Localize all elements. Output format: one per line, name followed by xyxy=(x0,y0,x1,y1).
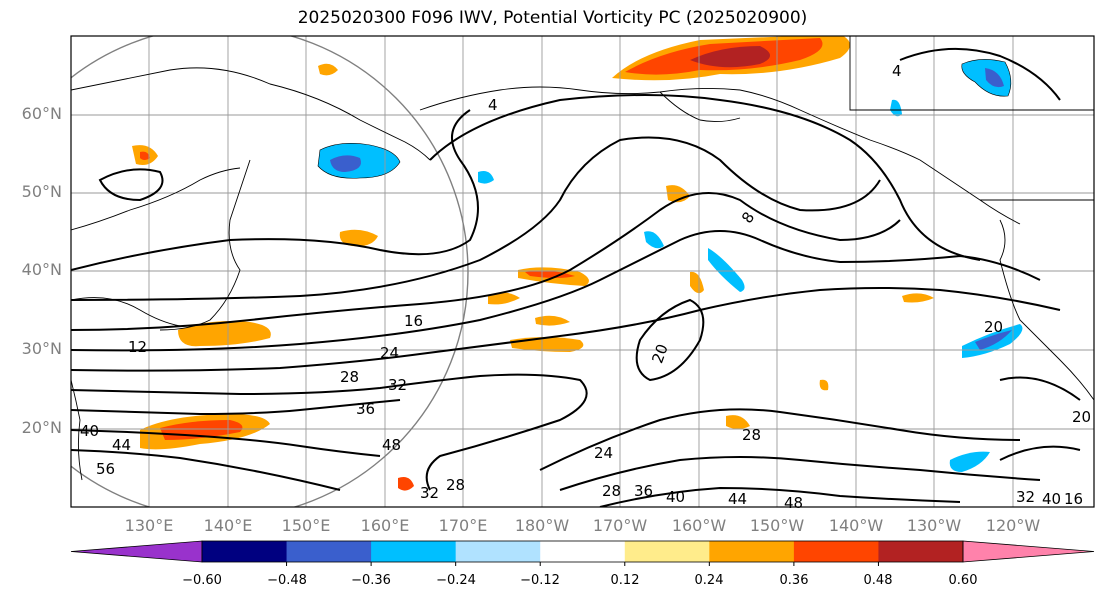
lon-label: 160°W xyxy=(671,516,727,535)
colorbar-tick-label: 0.60 xyxy=(948,573,978,588)
contour-label: 16 xyxy=(1064,490,1083,508)
contour-label: 40 xyxy=(1042,490,1061,508)
contour-label: 32 xyxy=(388,376,407,394)
contour-label: 48 xyxy=(784,494,803,512)
colorbar-tick-label: −0.24 xyxy=(436,573,476,588)
lon-label: 130°W xyxy=(906,516,962,535)
map-frame xyxy=(70,35,1095,508)
lat-label: 30°N xyxy=(21,339,62,358)
lon-label: 180°W xyxy=(514,516,570,535)
colorbar-tick-label: 0.24 xyxy=(694,573,724,588)
colorbar-tick-label: −0.60 xyxy=(182,573,222,588)
lon-label: 140°W xyxy=(828,516,884,535)
contour-label: 20 xyxy=(1072,408,1091,426)
colorbar-segment xyxy=(624,541,710,562)
contour-label: 32 xyxy=(1016,488,1035,506)
range-circle xyxy=(71,36,469,507)
contour-label: 40 xyxy=(80,422,99,440)
contour-label: 28 xyxy=(340,368,359,386)
colorbar-tick-label: −0.48 xyxy=(267,573,307,588)
contour-label: 44 xyxy=(728,490,747,508)
lon-label: 170°W xyxy=(592,516,648,535)
lon-label: 140°E xyxy=(203,516,253,535)
contour-label: 36 xyxy=(634,482,653,500)
contour-label: 12 xyxy=(128,338,147,356)
lat-label: 40°N xyxy=(21,260,62,279)
lon-label: 120°W xyxy=(985,516,1041,535)
colorbar-extend-high xyxy=(962,540,1095,563)
contour-label-group: 4 8 12 16 20 24 28 32 36 40 44 48 56 28 … xyxy=(80,62,1091,512)
colorbar-tick-label: 0.48 xyxy=(863,573,893,588)
contour-label: 56 xyxy=(96,460,115,478)
lon-label: 160°E xyxy=(360,516,410,535)
contour-label: 28 xyxy=(446,476,465,494)
colorbar-frame xyxy=(201,540,964,563)
iwv-contours xyxy=(71,47,1081,507)
colorbar-segment xyxy=(455,541,541,562)
contour-label: 20 xyxy=(984,318,1003,336)
colorbar-segment xyxy=(371,541,457,562)
lon-label: 150°E xyxy=(281,516,331,535)
colorbar-segment xyxy=(540,541,626,562)
lat-label: 50°N xyxy=(21,182,62,201)
lon-label: 130°E xyxy=(124,516,174,535)
contour-label: 32 xyxy=(420,484,439,502)
contour-label: 48 xyxy=(382,436,401,454)
contour-label: 4 xyxy=(488,96,498,114)
colorbar-segment xyxy=(286,541,372,562)
colorbar-tick-label: −0.36 xyxy=(351,573,391,588)
lat-label: 60°N xyxy=(21,104,62,123)
colorbar-segment xyxy=(709,541,795,562)
map-title: 2025020300 F096 IWV, Potential Vorticity… xyxy=(297,8,808,28)
lat-label: 20°N xyxy=(21,418,62,437)
colorbar-tick-label: −0.12 xyxy=(520,573,560,588)
colorbar-segment xyxy=(793,541,879,562)
colorbar-tick-label: 0.36 xyxy=(779,573,809,588)
contour-label: 24 xyxy=(380,344,399,362)
colorbar-tick-label: 0.12 xyxy=(610,573,640,588)
contour-label: 24 xyxy=(594,444,613,462)
colorbar-segment xyxy=(202,541,288,562)
contour-label: 16 xyxy=(404,312,423,330)
contour-label: 20 xyxy=(648,342,671,366)
contour-label: 40 xyxy=(666,488,685,506)
colorbar-segment xyxy=(878,541,964,562)
lon-label: 150°W xyxy=(749,516,805,535)
contour-label: 28 xyxy=(602,482,621,500)
contour-label: 44 xyxy=(112,436,131,454)
colorbar-extend-low xyxy=(70,540,203,563)
lon-label: 170°E xyxy=(438,516,488,535)
contour-label: 36 xyxy=(356,400,375,418)
colorbar xyxy=(70,540,1095,566)
contour-label: 4 xyxy=(892,62,902,80)
contour-label: 28 xyxy=(742,426,761,444)
